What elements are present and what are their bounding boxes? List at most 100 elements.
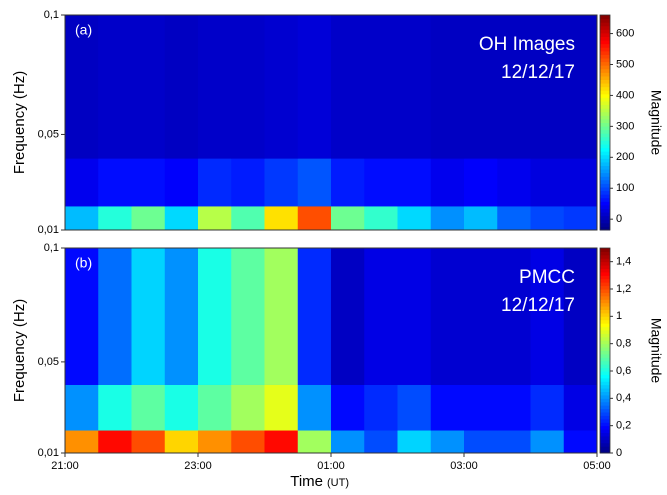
- colorbar-segment: [600, 265, 610, 269]
- colorbar-segment: [600, 101, 610, 106]
- colorbar-segment: [600, 435, 610, 440]
- colorbar-segment: [600, 219, 610, 224]
- colorbar-segment: [600, 36, 610, 41]
- colorbar-segment: [600, 18, 610, 23]
- heat-cell: [364, 158, 398, 207]
- heat-cell: [397, 158, 432, 207]
- heat-cell: [397, 206, 432, 231]
- x-tick-label: 01:00: [317, 460, 345, 472]
- colorbar-segment: [600, 429, 610, 433]
- colorbar-segment: [600, 398, 610, 403]
- colorbar-segment: [600, 343, 610, 348]
- heat-cell: [98, 384, 132, 431]
- colorbar-segment: [600, 197, 610, 202]
- heat-cell: [264, 15, 299, 159]
- heat-cell: [231, 15, 265, 159]
- heat-cell: [364, 248, 398, 385]
- heat-cell: [331, 206, 365, 231]
- heat-cell: [164, 384, 199, 431]
- y-axis-label: Frequency (Hz): [11, 299, 28, 402]
- colorbar-segment: [600, 340, 610, 345]
- panel-subtitle: 12/12/17: [501, 62, 575, 83]
- colorbar-segment: [600, 391, 610, 396]
- colorbar-segment: [600, 364, 610, 369]
- y-tick-label: 0,05: [38, 356, 59, 368]
- heat-cell: [98, 248, 132, 385]
- y-tick-label: 0,1: [44, 242, 59, 254]
- colorbar-segment: [600, 222, 610, 227]
- colorbar-segment: [600, 61, 610, 66]
- heat-cell: [65, 248, 99, 385]
- x-tick-label: 21:00: [51, 460, 79, 472]
- heat-cell: [164, 206, 199, 231]
- colorbar-segment: [600, 422, 610, 427]
- colorbar-frame: [599, 14, 611, 231]
- colorbar-segment: [600, 161, 610, 166]
- colorbar-segment: [600, 415, 610, 420]
- colorbar-segment: [600, 86, 610, 91]
- colorbar-segment: [600, 388, 610, 392]
- y-tick-label: 0,01: [38, 224, 59, 236]
- colorbar-segment: [600, 58, 610, 63]
- heat-cell: [65, 158, 99, 207]
- heat-cell: [430, 248, 465, 385]
- colorbar-tick-label: 0: [616, 447, 622, 459]
- heat-cell: [364, 430, 398, 454]
- colorbar-segment: [600, 43, 610, 48]
- colorbar-segment: [600, 65, 610, 70]
- heat-cell: [65, 384, 99, 431]
- heat-cell: [364, 384, 398, 431]
- colorbar-segment: [600, 183, 610, 188]
- colorbar-segment: [600, 68, 610, 73]
- colorbar-segment: [600, 367, 610, 372]
- colorbar-segment: [600, 446, 610, 451]
- colorbar-segment: [600, 302, 610, 307]
- colorbar-tick-label: 300: [616, 120, 634, 132]
- colorbar-segment: [600, 282, 610, 287]
- colorbar-tick-label: 600: [616, 27, 634, 39]
- heat-cell: [530, 206, 565, 231]
- colorbar-segment: [600, 190, 610, 195]
- heat-cell: [497, 430, 531, 454]
- panel-subtitle: 12/12/17: [501, 295, 575, 316]
- colorbar-segment: [600, 147, 610, 152]
- colorbar-segment: [600, 312, 610, 317]
- heat-cell: [98, 430, 132, 454]
- heat-cell: [464, 248, 498, 385]
- heat-cell: [264, 248, 299, 385]
- colorbar-segment: [600, 32, 610, 37]
- heat-cell: [397, 248, 432, 385]
- x-tick-label: 23:00: [184, 460, 212, 472]
- colorbar-segment: [600, 208, 610, 213]
- heat-cell: [297, 384, 332, 431]
- heat-cell: [164, 430, 199, 454]
- colorbar-segment: [600, 309, 610, 314]
- x-tick-label: 03:00: [450, 460, 478, 472]
- heat-cell: [98, 206, 132, 231]
- y-axis-label: Frequency (Hz): [11, 71, 28, 174]
- heat-cell: [98, 158, 132, 207]
- x-tick-label: 05:00: [583, 460, 611, 472]
- heat-cell: [563, 248, 598, 385]
- colorbar-segment: [600, 336, 610, 341]
- heat-cell: [131, 206, 166, 231]
- colorbar-segment: [600, 289, 610, 293]
- heat-cell: [563, 430, 598, 454]
- heat-cell: [331, 248, 365, 385]
- colorbar-segment: [600, 258, 610, 263]
- heat-cell: [331, 384, 365, 431]
- colorbar-segment: [600, 261, 610, 266]
- colorbar-segment: [600, 377, 610, 382]
- colorbar-segment: [600, 275, 610, 280]
- panel-label: (a): [75, 22, 92, 38]
- heat-cell: [131, 248, 166, 385]
- colorbar-segment: [600, 384, 610, 389]
- colorbar-segment: [600, 144, 610, 149]
- colorbar-segment: [600, 357, 610, 362]
- colorbar-segment: [600, 93, 610, 98]
- colorbar-segment: [600, 47, 610, 52]
- panel-title: PMCC: [519, 267, 575, 288]
- heat-cell: [264, 158, 299, 207]
- heat-cell: [497, 384, 531, 431]
- heat-cell: [430, 384, 465, 431]
